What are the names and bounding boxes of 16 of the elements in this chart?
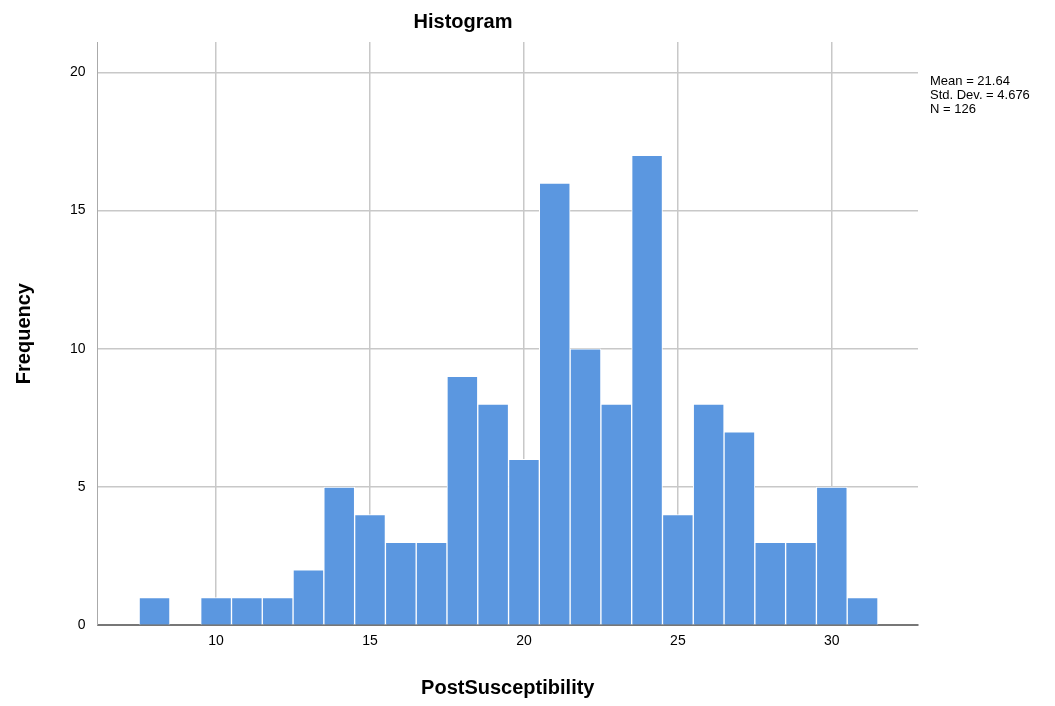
x-tick-label: 30 xyxy=(824,632,840,649)
x-tick-label: 20 xyxy=(516,632,532,649)
text: Std. Dev. = 4.676 xyxy=(930,87,1030,103)
text: Mean = 21.64 xyxy=(930,73,1010,89)
y-tick-label: 5 xyxy=(77,477,86,494)
x-tick-label: 10 xyxy=(208,632,225,649)
text: N = 126 xyxy=(930,101,976,117)
y-tick-label: 15 xyxy=(69,201,86,218)
y-axis-title: Frequency xyxy=(11,282,34,385)
y-tick-label: 0 xyxy=(77,616,86,633)
y-tick-label: 20 xyxy=(69,63,86,80)
x-tick-label: 15 xyxy=(362,632,379,649)
chart-title: Histogram xyxy=(413,9,513,32)
x-axis-title: PostSusceptibility xyxy=(421,675,596,698)
y-tick-label: 10 xyxy=(69,339,86,356)
x-tick-label: 25 xyxy=(670,632,686,649)
